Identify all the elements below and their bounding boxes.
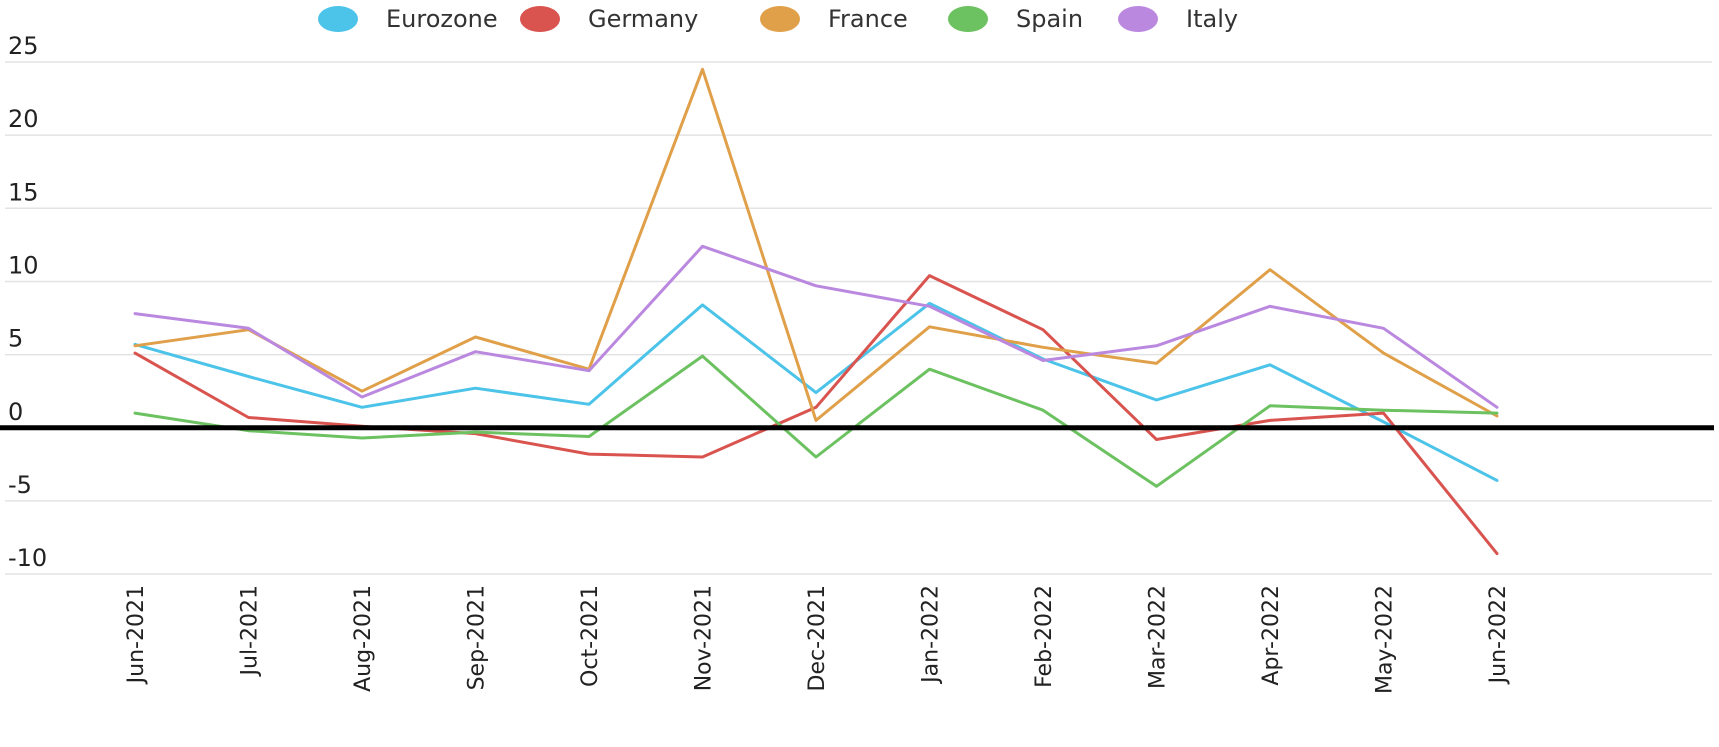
x-tick-label: Nov-2021 — [692, 585, 717, 691]
legend-item-germany[interactable]: Germany — [520, 5, 698, 33]
series-line-france — [133, 67, 1499, 422]
x-tick-label: Dec-2021 — [805, 585, 830, 692]
x-tick-label: Jun-2021 — [124, 585, 149, 685]
y-tick-label: -10 — [8, 544, 47, 572]
x-tick-label: Apr-2022 — [1259, 585, 1284, 686]
y-tick-label: 25 — [8, 32, 39, 60]
x-tick-label: Sep-2021 — [465, 585, 490, 690]
series-line-germany — [133, 274, 1499, 556]
y-axis-ticks: 25 20 15 10 5 0 -5 -10 — [8, 32, 47, 572]
x-tick-label: Mar-2022 — [1146, 585, 1171, 689]
x-tick-label: May-2022 — [1373, 585, 1398, 694]
x-tick-label: Oct-2021 — [578, 585, 603, 687]
y-tick-label: 20 — [8, 105, 39, 133]
legend-swatch — [318, 6, 358, 32]
y-tick-label: 10 — [8, 251, 39, 279]
legend-swatch — [520, 6, 560, 32]
legend-item-italy[interactable]: Italy — [1118, 5, 1238, 33]
legend-label: Spain — [1016, 5, 1083, 33]
x-tick-label: Aug-2021 — [351, 585, 376, 692]
x-tick-label: Feb-2022 — [1032, 585, 1057, 688]
legend-label: Germany — [588, 5, 698, 33]
legend-label: France — [828, 5, 908, 33]
series-line-spain — [133, 354, 1499, 488]
x-tick-label: Jul-2021 — [238, 585, 263, 677]
series-lines — [133, 67, 1499, 556]
x-axis-ticks: Jun-2021 Jul-2021 Aug-2021 Sep-2021 Oct-2021… — [124, 585, 1511, 694]
legend-item-france[interactable]: France — [760, 5, 908, 33]
y-tick-label: -5 — [8, 471, 32, 499]
legend-swatch — [760, 6, 800, 32]
series-line-eurozone — [133, 301, 1499, 482]
legend-label: Italy — [1186, 5, 1238, 33]
y-gridlines — [5, 61, 1712, 575]
x-tick-label: Jan-2022 — [919, 585, 944, 685]
legend-swatch — [1118, 6, 1158, 32]
legend-item-eurozone[interactable]: Eurozone — [318, 5, 498, 33]
y-tick-label: 5 — [8, 325, 23, 353]
y-tick-label: 0 — [8, 398, 23, 426]
chart-legend: Eurozone Germany France Spain Italy — [318, 5, 1238, 33]
x-tick-label: Jun-2022 — [1486, 585, 1511, 685]
legend-label: Eurozone — [386, 5, 498, 33]
series-line-italy — [133, 244, 1499, 409]
legend-item-spain[interactable]: Spain — [948, 5, 1083, 33]
y-tick-label: 15 — [8, 178, 39, 206]
legend-swatch — [948, 6, 988, 32]
